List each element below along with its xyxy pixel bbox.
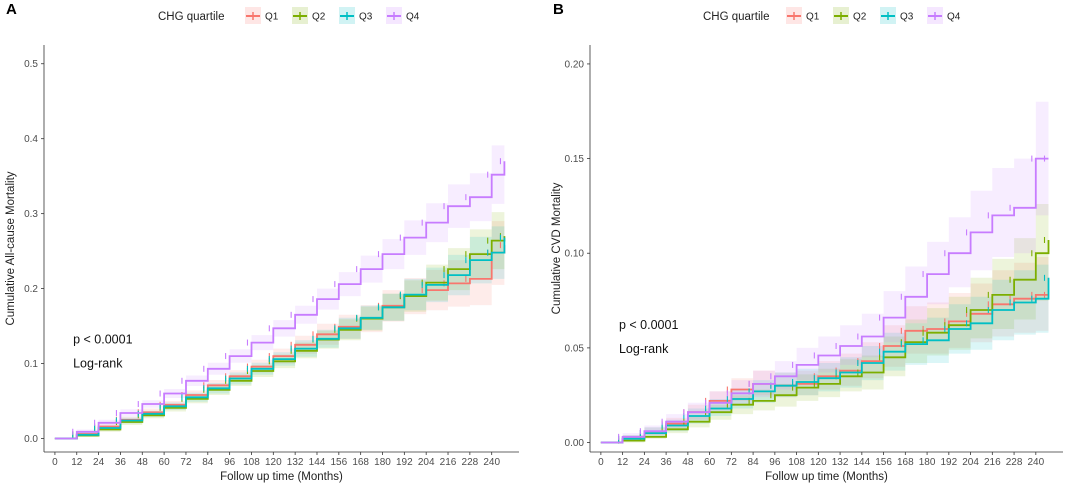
panel-a: A CHG quartile Q1 Q2 Q3 Q4 0 12 24 36 48 60 72 84 9… (5, 1, 519, 483)
panel-a-x-tick-label: 12 (71, 457, 83, 468)
panel-a-x-tick-label: 156 (330, 457, 347, 468)
panel-a-x-tick-label: 72 (180, 457, 192, 468)
panel-a-x-tick-label: 144 (309, 457, 326, 468)
panel-a-x-tick-label: 24 (93, 457, 105, 468)
panel-a-label: A (6, 1, 17, 18)
panel-b: B CHG quartile Q1 Q2 Q3 Q4 0 12 24 36 48 60 72 84 9… (551, 1, 1063, 483)
panel-b-y-tick-label: 0.15 (565, 154, 585, 165)
panel-b-x-tick-label: 0 (598, 457, 604, 468)
panel-b-legend-item-q4: Q4 (927, 7, 961, 24)
panel-b-p-value: p < 0.0001 (619, 318, 678, 332)
panel-b-x-tick-label: 228 (1006, 457, 1023, 468)
panel-b-legend: Q1 Q2 Q3 Q4 (786, 7, 961, 24)
panel-b-ci-band-q1 (600, 257, 1049, 443)
panel-a-line-q3 (54, 237, 506, 440)
legend-label: Q2 (312, 12, 326, 23)
panel-b-legend-item-q1: Q1 (786, 7, 820, 24)
panel-b-y-tick-label: 0.20 (565, 59, 585, 70)
panel-a-x-tick-label: 84 (202, 457, 214, 468)
panel-b-x-tick-label: 36 (661, 457, 673, 468)
legend-label: Q3 (900, 12, 914, 23)
panel-a-x-tick-label: 228 (462, 457, 479, 468)
panel-a-x-tick-label: 216 (440, 457, 457, 468)
panel-b-x-tick-label: 168 (897, 457, 914, 468)
panel-a-x-tick-label: 180 (374, 457, 391, 468)
panel-a-x-tick-label: 168 (352, 457, 369, 468)
legend-label: Q3 (359, 12, 373, 23)
panel-b-y-tick-label: 0.00 (565, 438, 585, 449)
panel-b-label: B (553, 1, 564, 18)
legend-label: Q4 (947, 12, 961, 23)
panel-a-legend-title: CHG quartile (158, 11, 224, 23)
panel-a-line-q4 (54, 161, 506, 440)
panel-b-y-tick-label: 0.05 (565, 343, 585, 354)
panel-a-y-tick-label: 0.5 (24, 59, 38, 70)
panel-b-x-axis-title: Follow up time (Months) (765, 471, 888, 483)
panel-b-x-tick-label: 72 (726, 457, 738, 468)
panel-a-legend-item-q2: Q2 (292, 7, 326, 24)
panel-a-x-tick-label: 48 (137, 457, 149, 468)
panel-a-x-tick-label: 120 (265, 457, 282, 468)
panel-a-x-tick-label: 0 (52, 457, 58, 468)
panel-a-x-tick-label: 36 (115, 457, 127, 468)
panel-a-x-axis-title: Follow up time (Months) (220, 471, 343, 483)
panel-a-x-tick-label: 96 (224, 457, 236, 468)
panel-a-legend-item-q4: Q4 (386, 7, 420, 24)
panel-a-p-value: p < 0.0001 (73, 332, 132, 346)
panel-b-x-tick-label: 120 (810, 457, 827, 468)
panel-b-plot: 0 12 24 36 48 60 72 84 96 108 120 132 144 156 168 180 19… (565, 45, 1063, 468)
panel-b-x-tick-label: 240 (1027, 457, 1044, 468)
legend-label: Q1 (806, 12, 820, 23)
panel-a-y-tick-label: 0.1 (24, 359, 38, 370)
legend-label: Q4 (406, 12, 420, 23)
panel-a-test-label: Log-rank (73, 356, 123, 370)
panel-a-y-tick-label: 0.3 (24, 209, 38, 220)
panel-a-y-tick-label: 0.2 (24, 284, 38, 295)
legend-label: Q1 (265, 12, 279, 23)
panel-a-y-tick-label: 0.0 (24, 434, 38, 445)
panel-b-x-tick-label: 144 (853, 457, 870, 468)
panel-a-y-axis-title: Cumulative All-cause Mortality (5, 171, 17, 325)
panel-b-y-tick-label: 0.10 (565, 249, 585, 260)
panel-b-legend-item-q2: Q2 (833, 7, 867, 24)
panel-b-x-tick-label: 24 (639, 457, 651, 468)
panel-b-line-q3 (600, 277, 1050, 444)
panel-b-ci-band-q2 (600, 187, 1049, 443)
panel-b-line-q4 (600, 157, 1049, 444)
panel-b-ci-band-q4 (600, 101, 1049, 443)
panel-a-legend: Q1 Q2 Q3 Q4 (245, 7, 420, 24)
panel-b-x-tick-label: 156 (875, 457, 892, 468)
panel-b-x-tick-label: 192 (940, 457, 957, 468)
panel-b-x-tick-label: 204 (962, 457, 979, 468)
panel-b-x-tick-label: 132 (832, 457, 849, 468)
panel-a-x-tick-label: 132 (287, 457, 304, 468)
panel-b-x-tick-label: 180 (919, 457, 936, 468)
panel-b-x-tick-label: 84 (748, 457, 760, 468)
legend-label: Q2 (853, 12, 867, 23)
panel-b-x-tick-label: 108 (788, 457, 805, 468)
panel-b-x-tick-label: 48 (682, 457, 694, 468)
panel-a-x-tick-label: 192 (396, 457, 413, 468)
panel-b-x-tick-label: 60 (704, 457, 716, 468)
panel-a-legend-item-q3: Q3 (339, 7, 373, 24)
panel-b-legend-item-q3: Q3 (880, 7, 914, 24)
panel-b-x-tick-label: 216 (984, 457, 1001, 468)
panel-a-x-tick-label: 108 (243, 457, 260, 468)
panel-a-x-tick-label: 204 (418, 457, 435, 468)
panel-a-legend-item-q1: Q1 (245, 7, 279, 24)
panel-b-x-tick-label: 12 (617, 457, 629, 468)
panel-a-plot: 0 12 24 36 48 60 72 84 96 108 120 132 144 156 168 180 19… (24, 45, 519, 468)
panel-b-x-tick-label: 96 (769, 457, 781, 468)
panel-a-y-tick-label: 0.4 (24, 134, 38, 145)
panel-a-x-tick-label: 240 (483, 457, 500, 468)
panel-b-ci-band-q3 (600, 238, 1049, 443)
panel-b-y-axis-title: Cumulative CVD Mortality (551, 182, 563, 314)
panel-a-x-tick-label: 60 (159, 457, 171, 468)
panel-b-test-label: Log-rank (619, 342, 669, 356)
panel-b-legend-title: CHG quartile (703, 11, 769, 23)
